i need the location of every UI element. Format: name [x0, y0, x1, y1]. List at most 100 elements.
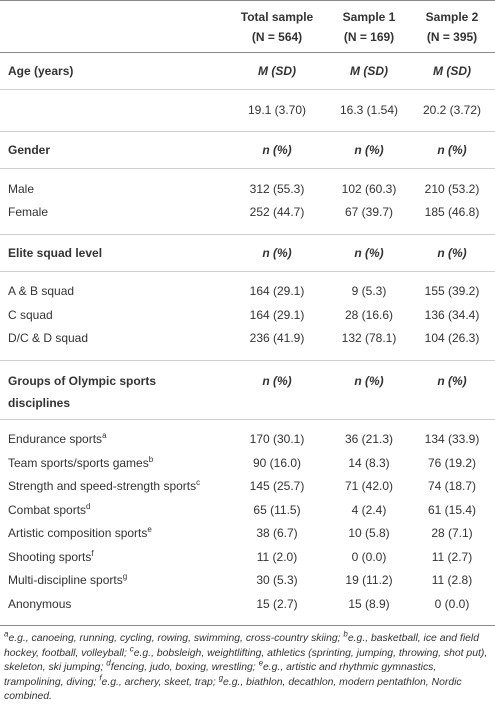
- row-label: Strength and speed-strength sportsc: [8, 478, 200, 494]
- column-title: Sample 1: [342, 10, 396, 24]
- rule: [0, 359, 495, 361]
- stat-header: n (%): [437, 373, 467, 388]
- footnote-mark: c: [129, 644, 134, 654]
- cell: 4 (2.4): [351, 502, 387, 517]
- cell: 76 (19.2): [427, 455, 477, 470]
- section-label: Gender: [8, 143, 51, 157]
- row-label: Anonymous: [8, 596, 71, 612]
- stat-header: n (%): [437, 143, 467, 157]
- cell: 104 (26.3): [424, 331, 480, 346]
- row-label-text: C squad: [8, 307, 53, 322]
- footnote-text: e.g., canoeing, running, cycling, rowing…: [8, 633, 341, 644]
- row-label: Team sports/sports gamesb: [8, 455, 153, 471]
- cell: 0 (0.0): [351, 549, 387, 564]
- cell: 10 (5.8): [348, 526, 390, 541]
- row-label-text: Female: [8, 205, 49, 220]
- cell: 38 (6.7): [256, 526, 298, 541]
- cell: 145 (25.7): [249, 479, 305, 494]
- row-label: C squad: [8, 307, 53, 323]
- rule: [0, 52, 495, 53]
- footnote-mark: d: [86, 501, 91, 511]
- footnote-text: e.g., bobsleigh, weightlifting, athletic…: [4, 647, 488, 674]
- stat-header: M (SD): [258, 64, 296, 78]
- column-n: (N = 395): [426, 30, 478, 44]
- row-label-text: Artistic composition sports: [8, 526, 148, 541]
- rule: [0, 270, 495, 272]
- cell: 155 (39.2): [424, 284, 480, 299]
- cell: 11 (2.7): [431, 549, 473, 564]
- row-label-text: A & B squad: [8, 284, 75, 299]
- rule: [0, 168, 495, 169]
- section-label: Groups of Olympic sports disciplines: [8, 373, 157, 410]
- cell: 170 (30.1): [249, 432, 305, 447]
- footnote-mark: a: [4, 629, 9, 639]
- row-label-text: Multi-discipline sports: [8, 573, 123, 588]
- row-label: Male: [8, 181, 34, 197]
- cell: 90 (16.0): [252, 455, 302, 470]
- footnote-mark: f: [91, 548, 94, 558]
- stat-header: n (%): [354, 143, 384, 157]
- row-label: Shooting sportsf: [8, 549, 94, 565]
- row-label: Endurance sportsa: [8, 431, 107, 447]
- row-label-text: Male: [8, 181, 35, 196]
- cell: 14 (8.3): [348, 455, 390, 470]
- cell: 30 (5.3): [256, 573, 298, 588]
- footnote-text: fencing, judo, boxing, wrestling;: [110, 662, 256, 673]
- footnote-mark: e: [258, 658, 264, 668]
- row-label-text: Strength and speed-strength sports: [8, 479, 197, 494]
- cell: 210 (53.2): [424, 181, 480, 196]
- footnotes: ae.g., canoeing, running, cycling, rowin…: [4, 629, 491, 705]
- stat-header: n (%): [262, 245, 292, 260]
- footnote-mark: g: [218, 673, 224, 683]
- footnote-mark: c: [196, 478, 201, 488]
- cell: 19.1 (3.70): [247, 102, 307, 117]
- row-label: Artistic composition sportse: [8, 525, 152, 541]
- row-label: A & B squad: [8, 283, 74, 299]
- stat-header: n (%): [354, 373, 384, 388]
- cell: 16.3 (1.54): [339, 102, 399, 117]
- cell: 0 (0.0): [434, 596, 470, 611]
- cell: 132 (78.1): [341, 331, 397, 346]
- stat-header: M (SD): [433, 64, 471, 78]
- cell: 9 (5.3): [351, 284, 387, 299]
- column-title: Total sample: [240, 10, 314, 24]
- footnote-text: e.g., artistic and rhythmic gymnastics, …: [4, 662, 437, 688]
- rule: [0, 233, 495, 235]
- footnote-mark: f: [99, 673, 102, 683]
- cell: 11 (2.8): [431, 573, 473, 588]
- footnote-mark: d: [106, 658, 111, 668]
- footnote-mark: a: [102, 431, 107, 441]
- cell: 28 (16.6): [344, 307, 394, 322]
- cell: 36 (21.3): [344, 432, 394, 447]
- row-label: Combat sportsd: [8, 502, 90, 518]
- cell: 236 (41.9): [249, 331, 305, 346]
- cell: 15 (2.7): [256, 596, 298, 611]
- row-label-text: Team sports/sports games: [8, 455, 149, 470]
- stat-header: n (%): [354, 245, 384, 260]
- column-title: Sample 2: [425, 10, 479, 24]
- stat-header: n (%): [437, 245, 467, 260]
- column-n: (N = 564): [251, 30, 303, 44]
- rule: [0, 131, 495, 132]
- row-label: D/C & D squad: [8, 330, 88, 346]
- cell: 28 (7.1): [431, 526, 473, 541]
- cell: 136 (34.4): [424, 307, 480, 322]
- footnote-mark: b: [343, 629, 348, 639]
- section-label: Age (years): [8, 64, 74, 78]
- row-label-text: Combat sports: [8, 502, 87, 517]
- row-label: Multi-discipline sportsg: [8, 572, 127, 588]
- cell: 312 (55.3): [249, 181, 305, 196]
- cell: 134 (33.9): [424, 432, 480, 447]
- column-n: (N = 169): [343, 30, 395, 44]
- cell: 252 (44.7): [249, 205, 305, 220]
- rule: [0, 0, 495, 1]
- cell: 15 (8.9): [348, 596, 390, 611]
- cell: 164 (29.1): [249, 284, 305, 299]
- row-label-text: Endurance sports: [8, 432, 103, 447]
- cell: 71 (42.0): [344, 479, 394, 494]
- rule: [0, 89, 495, 90]
- cell: 61 (15.4): [427, 502, 477, 517]
- cell: 102 (60.3): [341, 181, 397, 196]
